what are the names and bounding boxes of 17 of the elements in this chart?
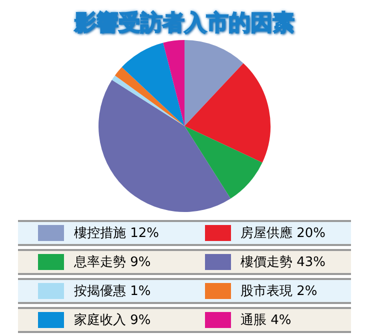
data-label: 4% — [270, 313, 292, 328]
data-label: 12% — [130, 226, 160, 241]
data-label: 43% — [296, 255, 326, 270]
legend-label: 樓價走勢 — [240, 255, 292, 270]
legend-label: 樓控措施 — [74, 226, 126, 241]
legend-label: 息率走勢 — [74, 255, 126, 270]
data-label: 9% — [130, 255, 151, 270]
chart-title: 影響受訪者入市的因素 — [73, 10, 296, 36]
legend-label: 家庭收入 — [74, 313, 126, 328]
legend-label: 按揭優惠 — [74, 284, 126, 299]
legend-label: 股市表現 — [240, 284, 292, 299]
data-label: 1% — [130, 284, 151, 299]
legend-label: 房屋供應 — [240, 226, 292, 241]
data-label: 9% — [130, 313, 151, 328]
legend-label: 通脹 — [240, 313, 266, 328]
data-label: 20% — [296, 226, 326, 241]
data-label: 2% — [296, 284, 318, 299]
